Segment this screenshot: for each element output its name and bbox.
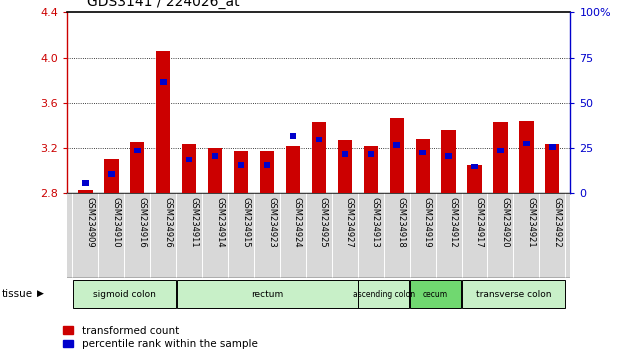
Bar bbox=[519, 121, 533, 193]
Text: GSM234922: GSM234922 bbox=[553, 197, 562, 248]
Text: GDS3141 / 224026_at: GDS3141 / 224026_at bbox=[87, 0, 239, 9]
Bar bbox=[358, 280, 410, 308]
Legend: transformed count, percentile rank within the sample: transformed count, percentile rank withi… bbox=[63, 326, 258, 349]
Bar bbox=[467, 165, 481, 193]
Bar bbox=[176, 280, 358, 308]
Bar bbox=[471, 164, 478, 170]
Bar bbox=[130, 142, 144, 193]
Bar bbox=[260, 151, 274, 193]
Text: GSM234918: GSM234918 bbox=[397, 197, 406, 248]
Text: ascending colon: ascending colon bbox=[353, 290, 415, 299]
Bar bbox=[497, 148, 504, 153]
Text: GSM234921: GSM234921 bbox=[526, 197, 535, 248]
Text: tissue: tissue bbox=[1, 289, 33, 299]
Text: GSM234912: GSM234912 bbox=[449, 197, 458, 248]
Bar bbox=[442, 130, 456, 193]
Bar bbox=[523, 141, 529, 146]
Bar bbox=[338, 140, 352, 193]
Bar bbox=[445, 153, 452, 159]
Bar bbox=[134, 148, 140, 153]
Text: GSM234915: GSM234915 bbox=[241, 197, 250, 248]
Bar bbox=[415, 139, 429, 193]
Text: GSM234927: GSM234927 bbox=[345, 197, 354, 248]
Bar bbox=[186, 157, 192, 162]
Text: GSM234909: GSM234909 bbox=[85, 197, 94, 248]
Bar bbox=[78, 189, 92, 193]
Text: GSM234924: GSM234924 bbox=[293, 197, 302, 248]
Bar bbox=[312, 122, 326, 193]
Text: GSM234926: GSM234926 bbox=[163, 197, 172, 248]
Text: GSM234923: GSM234923 bbox=[267, 197, 276, 248]
Text: GSM234911: GSM234911 bbox=[189, 197, 198, 248]
Text: GSM234916: GSM234916 bbox=[137, 197, 146, 248]
Bar bbox=[108, 171, 115, 177]
Text: cecum: cecum bbox=[423, 290, 448, 299]
Bar bbox=[363, 145, 378, 193]
Bar bbox=[390, 119, 404, 193]
Text: transverse colon: transverse colon bbox=[476, 290, 551, 299]
Bar bbox=[367, 152, 374, 157]
Bar bbox=[410, 280, 462, 308]
Text: rectum: rectum bbox=[251, 290, 283, 299]
Bar bbox=[234, 151, 248, 193]
Bar bbox=[545, 144, 560, 193]
Bar bbox=[208, 148, 222, 193]
Text: ▶: ▶ bbox=[37, 289, 44, 298]
Text: GSM234913: GSM234913 bbox=[370, 197, 379, 248]
Text: GSM234917: GSM234917 bbox=[474, 197, 483, 248]
Text: GSM234920: GSM234920 bbox=[501, 197, 510, 248]
Text: sigmoid colon: sigmoid colon bbox=[93, 290, 156, 299]
Bar bbox=[212, 153, 219, 159]
Text: GSM234925: GSM234925 bbox=[319, 197, 328, 248]
Bar bbox=[419, 150, 426, 155]
Bar bbox=[72, 280, 176, 308]
Bar bbox=[394, 142, 400, 148]
Text: GSM234914: GSM234914 bbox=[215, 197, 224, 248]
Bar bbox=[182, 144, 196, 193]
Bar bbox=[264, 162, 271, 168]
Bar bbox=[238, 162, 244, 168]
Bar bbox=[160, 79, 167, 85]
Bar bbox=[342, 152, 348, 157]
Bar bbox=[315, 137, 322, 142]
Bar bbox=[549, 144, 556, 150]
Bar bbox=[494, 122, 508, 193]
Bar bbox=[286, 145, 300, 193]
Bar bbox=[462, 280, 565, 308]
Bar bbox=[290, 133, 296, 139]
Text: GSM234910: GSM234910 bbox=[112, 197, 121, 248]
Text: GSM234919: GSM234919 bbox=[422, 197, 431, 248]
Bar bbox=[156, 51, 171, 193]
Bar bbox=[82, 180, 88, 186]
Bar bbox=[104, 159, 119, 193]
